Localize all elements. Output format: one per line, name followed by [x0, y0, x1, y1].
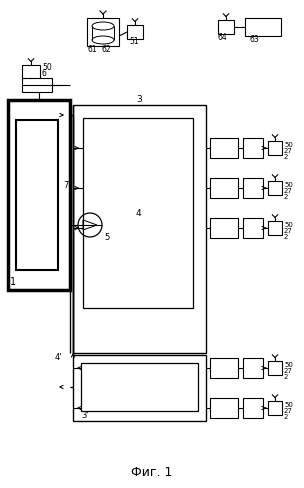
Bar [243, 138, 263, 158]
Bar [210, 358, 238, 378]
Text: 50: 50 [42, 63, 52, 73]
Bar [268, 401, 282, 415]
Bar [83, 118, 193, 308]
Bar [210, 178, 238, 198]
Text: 2: 2 [284, 234, 288, 240]
Bar [16, 120, 58, 270]
Text: 1: 1 [10, 277, 16, 287]
Text: 27: 27 [284, 368, 293, 374]
Bar [268, 181, 282, 195]
Bar [81, 363, 198, 411]
Bar [268, 141, 282, 155]
Text: 2: 2 [284, 414, 288, 420]
Bar [22, 65, 40, 79]
Bar [243, 218, 263, 238]
Text: 50: 50 [284, 182, 293, 188]
Text: 4': 4' [55, 353, 63, 363]
Text: 50: 50 [284, 362, 293, 368]
Text: 50: 50 [284, 142, 293, 148]
Bar [268, 221, 282, 235]
Text: 27: 27 [284, 188, 293, 194]
Bar [218, 20, 234, 34]
Bar [73, 105, 206, 353]
Text: 62: 62 [101, 44, 111, 54]
Text: 2: 2 [284, 194, 288, 200]
Text: 5: 5 [104, 232, 109, 242]
Bar [210, 218, 238, 238]
Text: 4: 4 [135, 208, 141, 218]
Bar [8, 100, 70, 290]
Bar [73, 355, 206, 421]
Bar [127, 25, 143, 39]
Bar [87, 18, 119, 46]
Text: 50: 50 [284, 222, 293, 228]
Text: 27: 27 [284, 408, 293, 414]
Text: 61: 61 [87, 44, 97, 54]
Text: 27: 27 [284, 228, 293, 234]
Text: 63: 63 [249, 35, 259, 43]
Text: 2: 2 [284, 154, 288, 160]
Bar [22, 78, 52, 92]
Text: 51: 51 [129, 38, 139, 46]
Bar [243, 398, 263, 418]
Bar [243, 178, 263, 198]
Text: 3: 3 [136, 96, 142, 104]
Bar [268, 361, 282, 375]
Text: 6: 6 [42, 69, 47, 79]
Bar [210, 398, 238, 418]
Text: 64: 64 [218, 33, 228, 41]
Bar [243, 358, 263, 378]
Text: 50: 50 [284, 402, 293, 408]
Bar [245, 18, 281, 36]
Text: 3': 3' [81, 410, 89, 420]
Bar [210, 138, 238, 158]
Text: 27: 27 [284, 148, 293, 154]
Text: 7: 7 [63, 181, 68, 189]
Text: Фиг. 1: Фиг. 1 [131, 466, 173, 479]
Text: 2: 2 [284, 374, 288, 380]
